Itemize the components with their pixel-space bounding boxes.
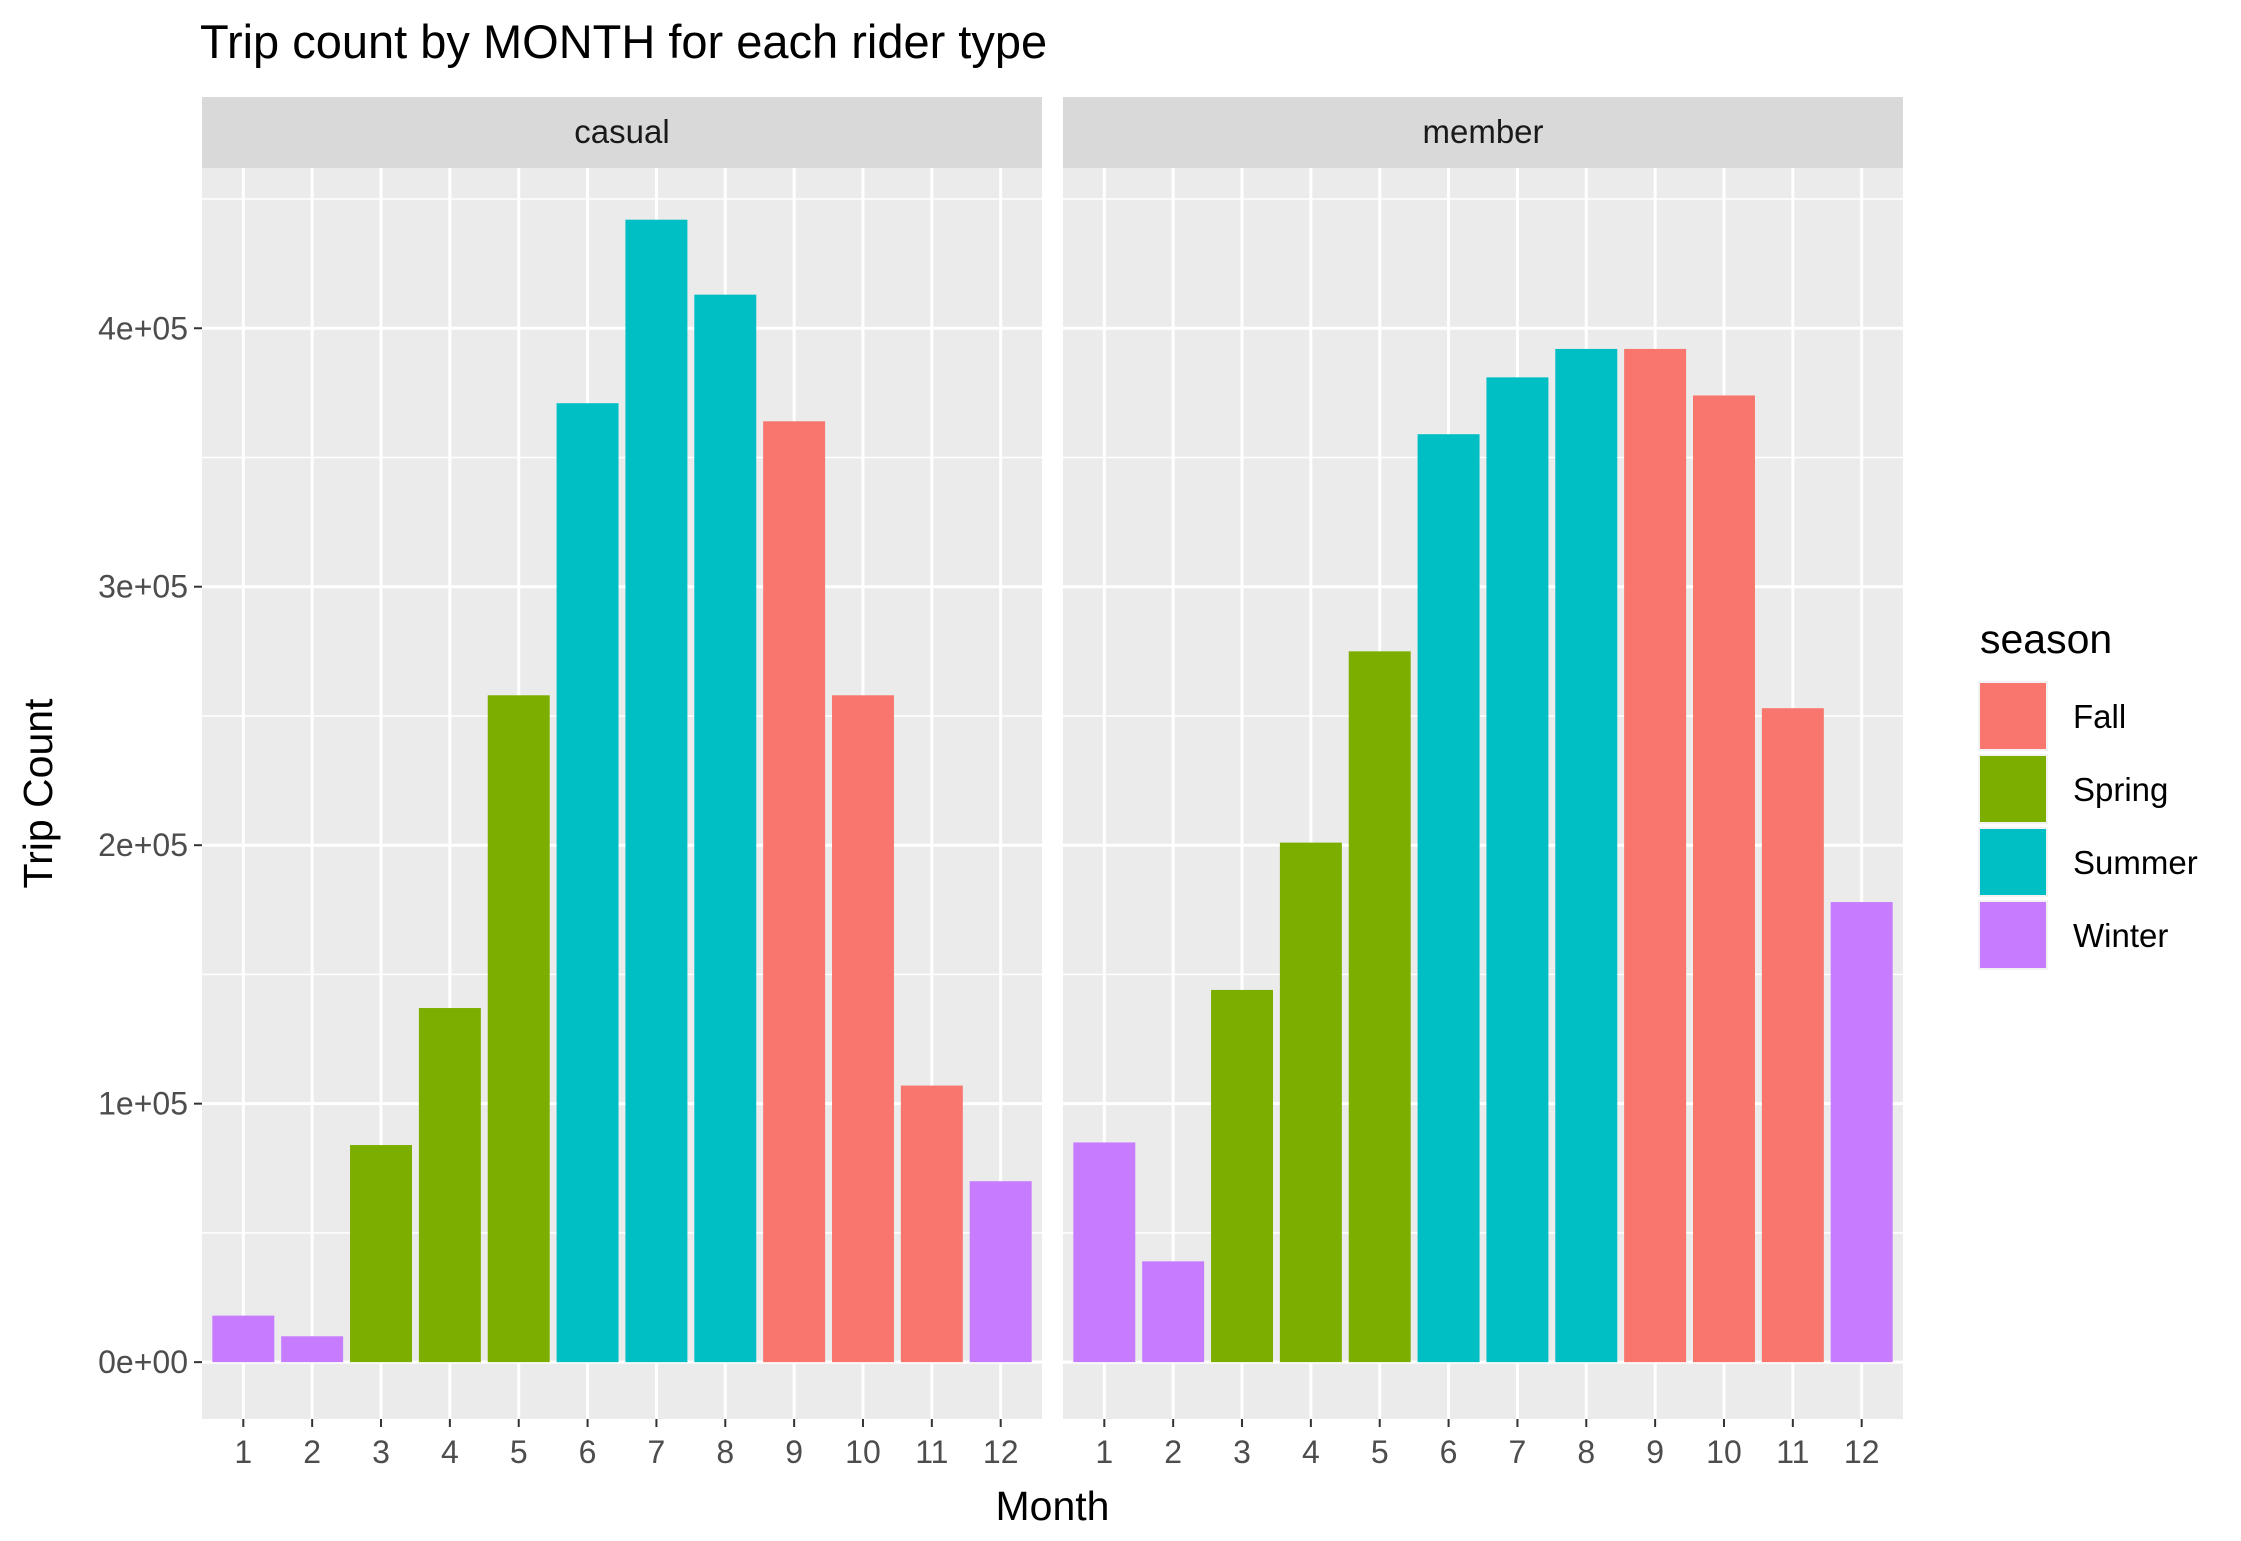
- x-tick-label: 2: [303, 1434, 321, 1470]
- bar-casual-month-12: [969, 1181, 1032, 1363]
- legend-key-fall: [1980, 683, 2046, 749]
- bar-casual-month-7: [625, 219, 688, 1363]
- chart-title: Trip count by MONTH for each rider type: [200, 15, 1047, 68]
- y-tick-label: 4e+05: [98, 310, 188, 346]
- bar-member-month-9: [1624, 348, 1687, 1363]
- bar-casual-month-1: [212, 1315, 275, 1363]
- x-tick-label: 8: [1577, 1434, 1595, 1470]
- bar-casual-month-5: [487, 695, 550, 1363]
- x-tick-label: 10: [845, 1434, 881, 1470]
- bar-member-month-8: [1555, 348, 1618, 1363]
- facet-strip: [202, 97, 1042, 168]
- bar-member-month-12: [1830, 902, 1893, 1363]
- x-tick-label: 12: [1844, 1434, 1880, 1470]
- y-tick-label: 2e+05: [98, 827, 188, 863]
- x-tick-label: 8: [716, 1434, 734, 1470]
- bar-casual-month-9: [763, 421, 826, 1363]
- x-tick-label: 4: [1302, 1434, 1320, 1470]
- legend-label-fall: Fall: [2073, 698, 2126, 735]
- bar-member-month-4: [1279, 842, 1342, 1363]
- legend-label-winter: Winter: [2073, 917, 2168, 954]
- x-axis-title: Month: [996, 1483, 1110, 1529]
- y-tick-label: 1e+05: [98, 1086, 188, 1122]
- facet-strip: [1063, 97, 1903, 168]
- x-tick-label: 5: [1371, 1434, 1389, 1470]
- legend-label-summer: Summer: [2073, 844, 2198, 881]
- legend-key-summer: [1980, 829, 2046, 895]
- x-tick-label: 1: [234, 1434, 252, 1470]
- bar-casual-month-4: [418, 1008, 481, 1363]
- bar-member-month-1: [1073, 1142, 1136, 1363]
- bar-member-month-2: [1142, 1261, 1205, 1363]
- legend-title: season: [1980, 616, 2112, 662]
- x-tick-label: 6: [579, 1434, 597, 1470]
- bar-member-month-7: [1486, 377, 1549, 1363]
- x-tick-label: 6: [1440, 1434, 1458, 1470]
- y-axis-title: Trip Count: [15, 698, 61, 888]
- x-tick-label: 3: [372, 1434, 390, 1470]
- bar-member-month-11: [1761, 708, 1824, 1363]
- bar-casual-month-8: [694, 294, 757, 1363]
- x-tick-label: 2: [1164, 1434, 1182, 1470]
- x-tick-label: 11: [915, 1434, 948, 1470]
- x-tick-label: 7: [1509, 1434, 1527, 1470]
- y-tick-label: 0e+00: [98, 1344, 188, 1380]
- x-tick-label: 5: [510, 1434, 528, 1470]
- y-tick-label: 3e+05: [98, 569, 188, 605]
- bar-member-month-3: [1211, 989, 1273, 1363]
- x-tick-label: 1: [1095, 1434, 1113, 1470]
- legend-key-winter: [1980, 902, 2046, 968]
- x-tick-label: 10: [1706, 1434, 1742, 1470]
- bar-member-month-5: [1348, 651, 1411, 1363]
- bar-member-month-10: [1693, 395, 1755, 1363]
- facet-label-casual: casual: [574, 113, 669, 150]
- bar-member-month-6: [1417, 434, 1480, 1363]
- bar-casual-month-2: [281, 1336, 344, 1363]
- x-tick-label: 11: [1776, 1434, 1809, 1470]
- x-tick-label: 3: [1233, 1434, 1251, 1470]
- facet-label-member: member: [1422, 113, 1543, 150]
- bar-casual-month-3: [350, 1145, 412, 1363]
- x-tick-label: 4: [441, 1434, 459, 1470]
- x-tick-label: 9: [785, 1434, 803, 1470]
- x-tick-label: 12: [983, 1434, 1019, 1470]
- x-tick-label: 7: [648, 1434, 666, 1470]
- legend-label-spring: Spring: [2073, 771, 2168, 808]
- legend-key-spring: [1980, 756, 2046, 822]
- bar-casual-month-6: [556, 403, 619, 1363]
- x-tick-label: 9: [1646, 1434, 1664, 1470]
- bar-casual-month-11: [900, 1085, 963, 1363]
- bar-casual-month-10: [832, 695, 894, 1363]
